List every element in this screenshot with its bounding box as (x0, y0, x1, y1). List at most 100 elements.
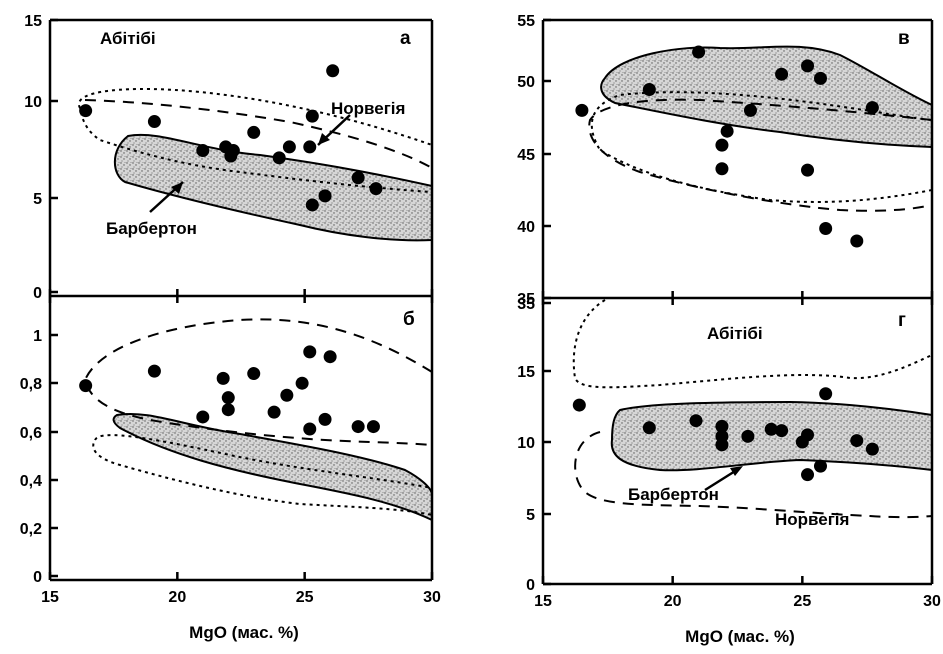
point-a-2 (196, 144, 210, 158)
point-b-11 (303, 422, 317, 436)
point-c-9 (801, 163, 815, 177)
point-b-6 (247, 367, 261, 381)
point-b-13 (323, 350, 337, 364)
panel-letter-d: г (898, 310, 906, 331)
point-c-2 (692, 45, 706, 59)
point-c-0 (575, 103, 589, 117)
point-a-7 (272, 151, 286, 165)
barberton-field-b (112, 413, 433, 522)
ytick-label-a-3: 15 (24, 13, 42, 30)
ytick-label-d-3: 15 (517, 364, 535, 381)
abitibi-field-d (572, 299, 933, 389)
points-c (575, 45, 879, 248)
point-d-10 (801, 428, 815, 442)
ytick-label-c-2: 45 (517, 147, 535, 164)
point-c-13 (865, 101, 879, 115)
points-b (79, 345, 380, 436)
xtick-label-b-1: 20 (168, 589, 186, 606)
point-c-6 (743, 103, 757, 117)
ytick-label-d-2: 10 (517, 435, 535, 452)
point-b-10 (303, 345, 317, 359)
point-d-11 (801, 468, 815, 482)
point-d-14 (850, 434, 864, 448)
axes-b: 0 0,2 0,4 0,6 0,8 1 15 20 25 30 (20, 289, 441, 606)
point-c-7 (775, 67, 789, 81)
ytick-label-d-0: 0 (526, 577, 535, 594)
point-b-2 (196, 410, 210, 424)
panel-c: в (575, 28, 933, 248)
ytick-label-b-4: 0,8 (20, 376, 42, 393)
point-b-9 (295, 376, 309, 390)
point-d-0 (572, 398, 586, 412)
point-a-1 (147, 115, 161, 129)
point-a-0 (79, 104, 93, 118)
ytick-label-c-3: 50 (517, 74, 535, 91)
xtick-label-d-2: 25 (793, 593, 811, 610)
xtick-label-d-3: 30 (923, 593, 941, 610)
point-d-15 (865, 442, 879, 456)
point-c-8 (801, 59, 815, 73)
abitibi-field-c (590, 91, 933, 203)
ytick-label-b-5: 1 (33, 328, 42, 345)
point-b-7 (267, 405, 281, 419)
x-axis-label-left: MgO (мас. %) (189, 623, 299, 642)
ytick-label-c-1: 40 (517, 219, 535, 236)
axes-d: 0 5 10 15 35 15 20 25 30 (517, 291, 941, 610)
abitibi-field-a (77, 87, 433, 194)
barberton-field-d (610, 400, 933, 472)
norway-field-d (574, 431, 933, 519)
ytick-label-d-4: 35 (517, 296, 535, 313)
point-a-9 (303, 140, 317, 154)
ytick-label-c-0: 35 (517, 291, 535, 308)
point-a-15 (369, 182, 383, 196)
point-d-5 (715, 438, 729, 452)
point-c-4 (715, 162, 729, 176)
point-a-8 (282, 140, 296, 154)
ytick-label-a-1: 5 (33, 191, 42, 208)
ytick-label-a-2: 10 (24, 94, 42, 111)
panel-d: Абітібі Барбертон Норвегія г (572, 299, 933, 529)
point-d-1 (642, 421, 656, 435)
point-a-5 (226, 144, 240, 158)
point-d-12 (813, 459, 827, 473)
panel-b: б (79, 309, 433, 522)
xtick-label-d-0: 15 (534, 593, 552, 610)
label-abitibi-a: Абітібі (100, 29, 156, 48)
point-c-1 (642, 83, 656, 96)
point-b-1 (147, 364, 161, 378)
point-d-3 (715, 419, 729, 433)
axes-a: 0 5 10 15 (24, 13, 434, 302)
xtick-label-d-1: 20 (664, 593, 682, 610)
point-a-10 (305, 109, 319, 123)
barberton-field-a (113, 133, 433, 242)
point-a-13 (326, 64, 340, 78)
panel-letter-c: в (898, 28, 910, 49)
point-a-14 (351, 171, 365, 185)
ytick-label-b-3: 0,6 (20, 425, 42, 442)
x-axis-label-right: MgO (мас. %) (685, 627, 795, 646)
xtick-label-b-2: 25 (296, 589, 314, 606)
label-norway-a: Норвегія (331, 99, 405, 118)
point-c-10 (813, 71, 827, 85)
ytick-label-b-1: 0,2 (20, 521, 42, 538)
ytick-label-d-1: 5 (526, 507, 535, 524)
ytick-label-c-4: 55 (517, 13, 535, 30)
panel-letter-a: а (400, 28, 411, 49)
point-d-2 (689, 414, 703, 428)
axes-c: 35 40 45 50 55 (517, 13, 934, 308)
norway-line-c (588, 98, 933, 212)
point-a-6 (247, 125, 261, 139)
point-b-0 (79, 379, 93, 393)
point-b-14 (351, 420, 365, 434)
point-a-12 (318, 189, 332, 203)
norway-line-a (84, 99, 433, 169)
point-b-8 (280, 388, 294, 402)
panel-a: Абітібі Норвегія Барбертон а (77, 28, 433, 242)
point-b-15 (366, 420, 380, 434)
label-barberton-d: Барбертон (628, 485, 719, 504)
point-d-7 (764, 422, 778, 436)
norway-field-b (83, 318, 433, 446)
point-d-8 (775, 424, 789, 438)
barberton-field-c (600, 45, 933, 149)
